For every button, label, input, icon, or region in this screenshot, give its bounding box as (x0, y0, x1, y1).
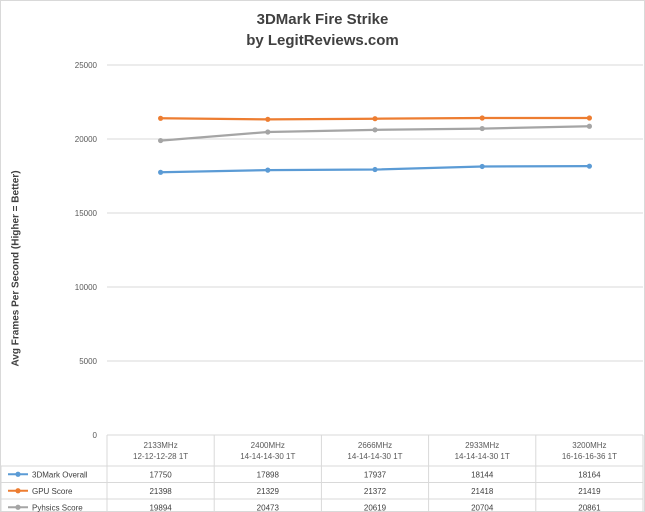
table-value: 21329 (257, 487, 280, 496)
x-category-sublabel: 14-14-14-30 1T (455, 452, 510, 461)
data-point (158, 137, 164, 144)
x-category-label: 2133MHz (143, 441, 177, 450)
data-point (158, 169, 164, 175)
table-value: 20861 (578, 503, 601, 512)
data-point (479, 115, 485, 121)
data-point (372, 116, 378, 122)
x-category-label: 2933MHz (465, 441, 499, 450)
legend-label: GPU Score (32, 487, 73, 496)
chart-subtitle: by LegitReviews.com (246, 32, 399, 49)
table-value: 18144 (471, 470, 494, 479)
table-value: 17937 (364, 470, 387, 479)
data-point (265, 116, 271, 122)
table-value: 20619 (364, 503, 387, 512)
table-value: 21398 (149, 487, 172, 496)
legend-label: 3DMark Overall (32, 470, 88, 479)
legend-key-marker (15, 471, 21, 477)
data-point (158, 115, 164, 121)
table-value: 20704 (471, 503, 494, 512)
table-value: 20473 (257, 503, 280, 512)
x-category-sublabel: 14-14-14-30 1T (240, 452, 295, 461)
data-point (265, 129, 271, 135)
x-category-label: 3200MHz (572, 441, 606, 450)
data-point (586, 163, 593, 169)
table-value: 21419 (578, 487, 601, 496)
y-tick-label: 25000 (75, 61, 98, 70)
y-tick-label: 5000 (79, 357, 97, 366)
y-tick-label: 10000 (75, 283, 98, 292)
chart-title: 3DMark Fire Strike (256, 11, 389, 28)
y-tick-label: 20000 (75, 135, 98, 144)
data-point (265, 167, 271, 173)
data-point (586, 115, 593, 121)
data-point (372, 166, 378, 173)
legend-key-marker (15, 504, 21, 510)
y-tick-label: 0 (93, 431, 98, 440)
x-category-label: 2666MHz (358, 441, 392, 450)
data-point (372, 127, 378, 133)
x-category-sublabel: 12-12-12-28 1T (133, 452, 188, 461)
x-category-sublabel: 14-14-14-30 1T (347, 452, 402, 461)
x-category-sublabel: 16-16-16-36 1T (562, 452, 617, 461)
data-point (479, 163, 485, 170)
table-value: 17898 (257, 470, 280, 479)
table-value: 17750 (149, 470, 172, 479)
y-tick-label: 15000 (75, 209, 98, 218)
table-value: 19894 (149, 503, 172, 512)
data-point (586, 123, 593, 129)
legend-label: Pyhsics Score (32, 503, 83, 512)
table-value: 18164 (578, 470, 601, 479)
table-value: 21372 (364, 487, 387, 496)
data-point (479, 125, 485, 132)
legend-key-marker (15, 488, 21, 494)
x-category-label: 2400MHz (251, 441, 285, 450)
table-value: 21418 (471, 487, 494, 496)
